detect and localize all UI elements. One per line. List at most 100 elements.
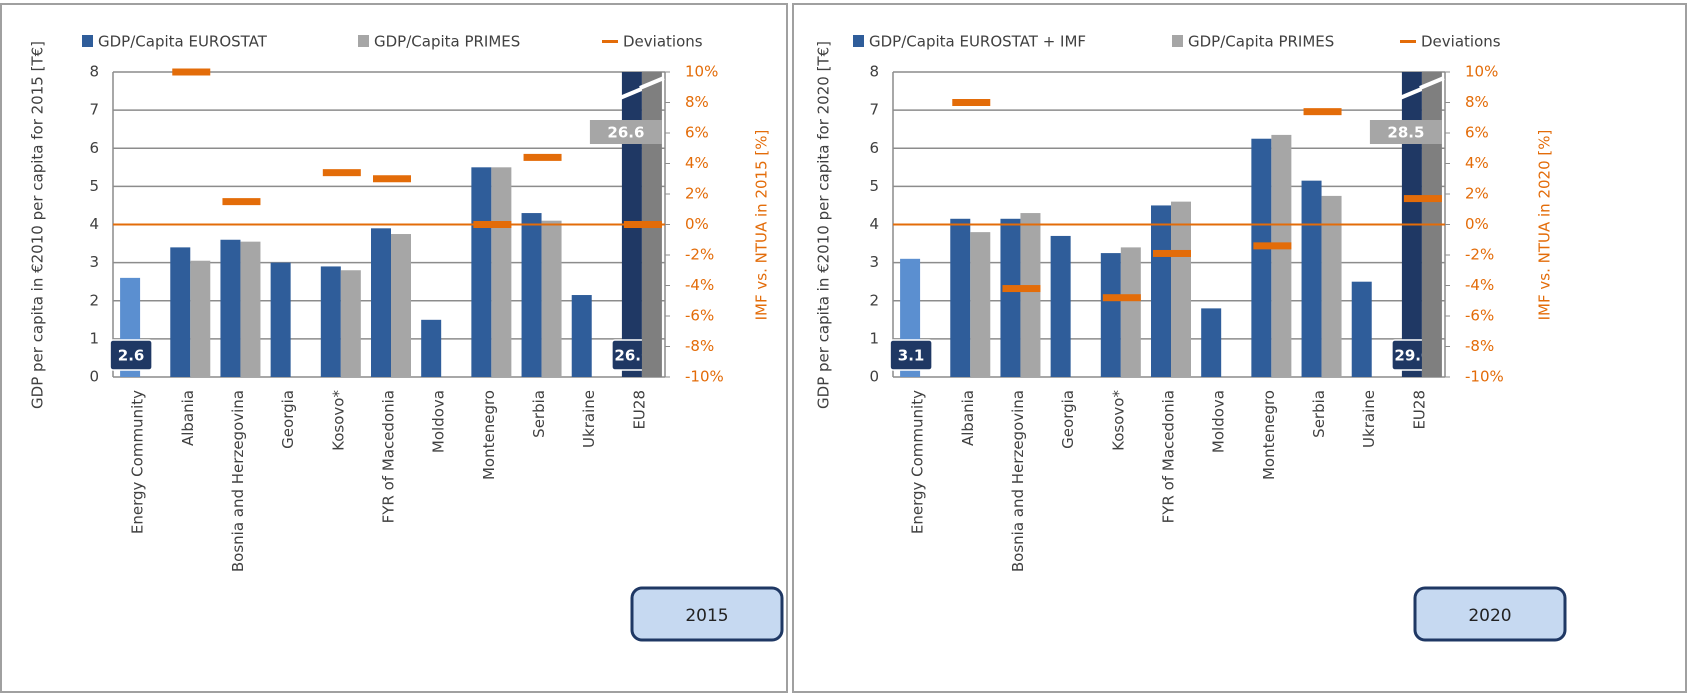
y2-tick-label: -10% <box>1465 368 1504 386</box>
bar <box>1050 235 1071 377</box>
x-tick-label: Kosovo* <box>1109 390 1127 451</box>
x-tick-label: Serbia <box>530 390 548 438</box>
x-tick-label: Moldova <box>430 390 448 453</box>
legend-swatch <box>853 35 864 47</box>
y2-tick-label: -8% <box>1465 337 1494 355</box>
bar <box>491 167 512 377</box>
bar <box>970 232 991 377</box>
y2-tick-label: -6% <box>1465 307 1494 325</box>
y-tick-label: 3 <box>869 253 879 271</box>
legend-swatch <box>82 35 93 47</box>
y2-tick-label: -6% <box>685 307 714 325</box>
y-axis-title: GDP per capita in €2010 per capita for 2… <box>29 41 47 409</box>
bar <box>190 260 211 377</box>
bar <box>270 262 291 377</box>
bar <box>1000 218 1021 377</box>
legend-swatch <box>1172 35 1183 47</box>
bar <box>1251 138 1272 377</box>
axis-break <box>1419 76 1445 90</box>
bar <box>391 234 411 377</box>
x-tick-label: Montenegro <box>1260 390 1278 480</box>
value-label-box <box>109 339 153 371</box>
x-tick-label: Ukraine <box>580 390 598 448</box>
deviation-mark <box>1253 242 1292 250</box>
x-tick-label: Energy Community <box>129 390 147 534</box>
x-tick-label: EU28 <box>630 390 648 430</box>
y-tick-label: 4 <box>89 215 99 233</box>
bar <box>1020 213 1041 377</box>
value-label: 26.6 <box>607 124 644 142</box>
deviation-mark <box>523 153 562 161</box>
value-label-box <box>889 339 933 371</box>
y2-tick-label: -10% <box>685 368 724 386</box>
bar <box>340 270 361 377</box>
x-tick-label: Moldova <box>1210 390 1228 453</box>
y-tick-label: 5 <box>869 177 879 195</box>
y2-tick-label: 0% <box>1465 215 1489 233</box>
bar <box>170 247 191 377</box>
y-tick-label: 0 <box>869 368 879 386</box>
y-tick-label: 5 <box>89 177 99 195</box>
legend-label: GDP/Capita PRIMES <box>1188 33 1334 51</box>
y2-axis-title: IMF vs. NTUA in 2015 [%] <box>753 130 771 321</box>
x-tick-label: Energy Community <box>909 390 927 534</box>
legend-label: GDP/Capita EUROSTAT <box>98 33 268 51</box>
deviation-mark <box>172 68 211 76</box>
x-tick-label: Serbia <box>1310 390 1328 438</box>
legend-label: Deviations <box>1421 33 1501 51</box>
axis-break <box>1399 86 1425 100</box>
x-tick-label: Montenegro <box>480 390 498 480</box>
bar <box>320 266 341 377</box>
legend-label: Deviations <box>623 33 703 51</box>
y-tick-label: 2 <box>869 291 879 309</box>
bar <box>1100 253 1121 377</box>
y2-tick-label: 0% <box>685 215 709 233</box>
legend-label: GDP/Capita PRIMES <box>374 33 520 51</box>
value-label-box <box>589 120 662 144</box>
deviation-mark <box>1153 249 1191 257</box>
bar <box>1171 201 1191 377</box>
value-label: 2.6 <box>118 347 145 365</box>
x-tick-label: Georgia <box>1059 390 1077 449</box>
deviation-mark <box>1403 195 1442 203</box>
y2-tick-label: 6% <box>685 124 709 142</box>
x-tick-label: Georgia <box>279 390 297 449</box>
x-tick-label: FYR of Macedonia <box>380 390 398 523</box>
y-tick-label: 8 <box>869 63 879 81</box>
bar <box>1301 180 1322 377</box>
axis-break <box>619 86 645 100</box>
deviation-mark <box>322 169 361 177</box>
y2-tick-label: 8% <box>685 93 709 111</box>
year-box <box>630 586 784 642</box>
x-tick-label: Kosovo* <box>329 390 347 451</box>
bar <box>1321 195 1342 377</box>
bar <box>1201 308 1222 377</box>
y-tick-label: 1 <box>89 329 99 347</box>
panel-frame <box>792 3 1687 693</box>
year-box <box>1413 586 1567 642</box>
bar <box>571 295 592 377</box>
x-tick-label: Ukraine <box>1360 390 1378 448</box>
y2-tick-label: 10% <box>685 63 718 81</box>
value-label: 28.5 <box>1387 124 1424 142</box>
y-tick-label: 7 <box>89 101 99 119</box>
y-tick-label: 0 <box>89 368 99 386</box>
bar <box>950 218 971 377</box>
bar <box>240 241 261 377</box>
year-label: 2015 <box>685 606 728 626</box>
x-tick-label: Albania <box>959 390 977 446</box>
y-tick-label: 1 <box>869 329 879 347</box>
x-tick-label: FYR of Macedonia <box>1160 390 1178 523</box>
bar <box>371 228 391 377</box>
bar <box>220 239 241 377</box>
deviation-mark <box>1303 108 1342 116</box>
y2-tick-label: 10% <box>1465 63 1498 81</box>
y-tick-label: 8 <box>89 63 99 81</box>
y2-tick-label: 2% <box>1465 185 1489 203</box>
y2-axis-title: IMF vs. NTUA in 2020 [%] <box>1536 130 1554 321</box>
y-tick-label: 2 <box>89 291 99 309</box>
y2-tick-label: -2% <box>1465 246 1494 264</box>
y-tick-label: 6 <box>89 139 99 157</box>
y2-tick-label: -4% <box>685 276 714 294</box>
bar <box>521 213 542 377</box>
